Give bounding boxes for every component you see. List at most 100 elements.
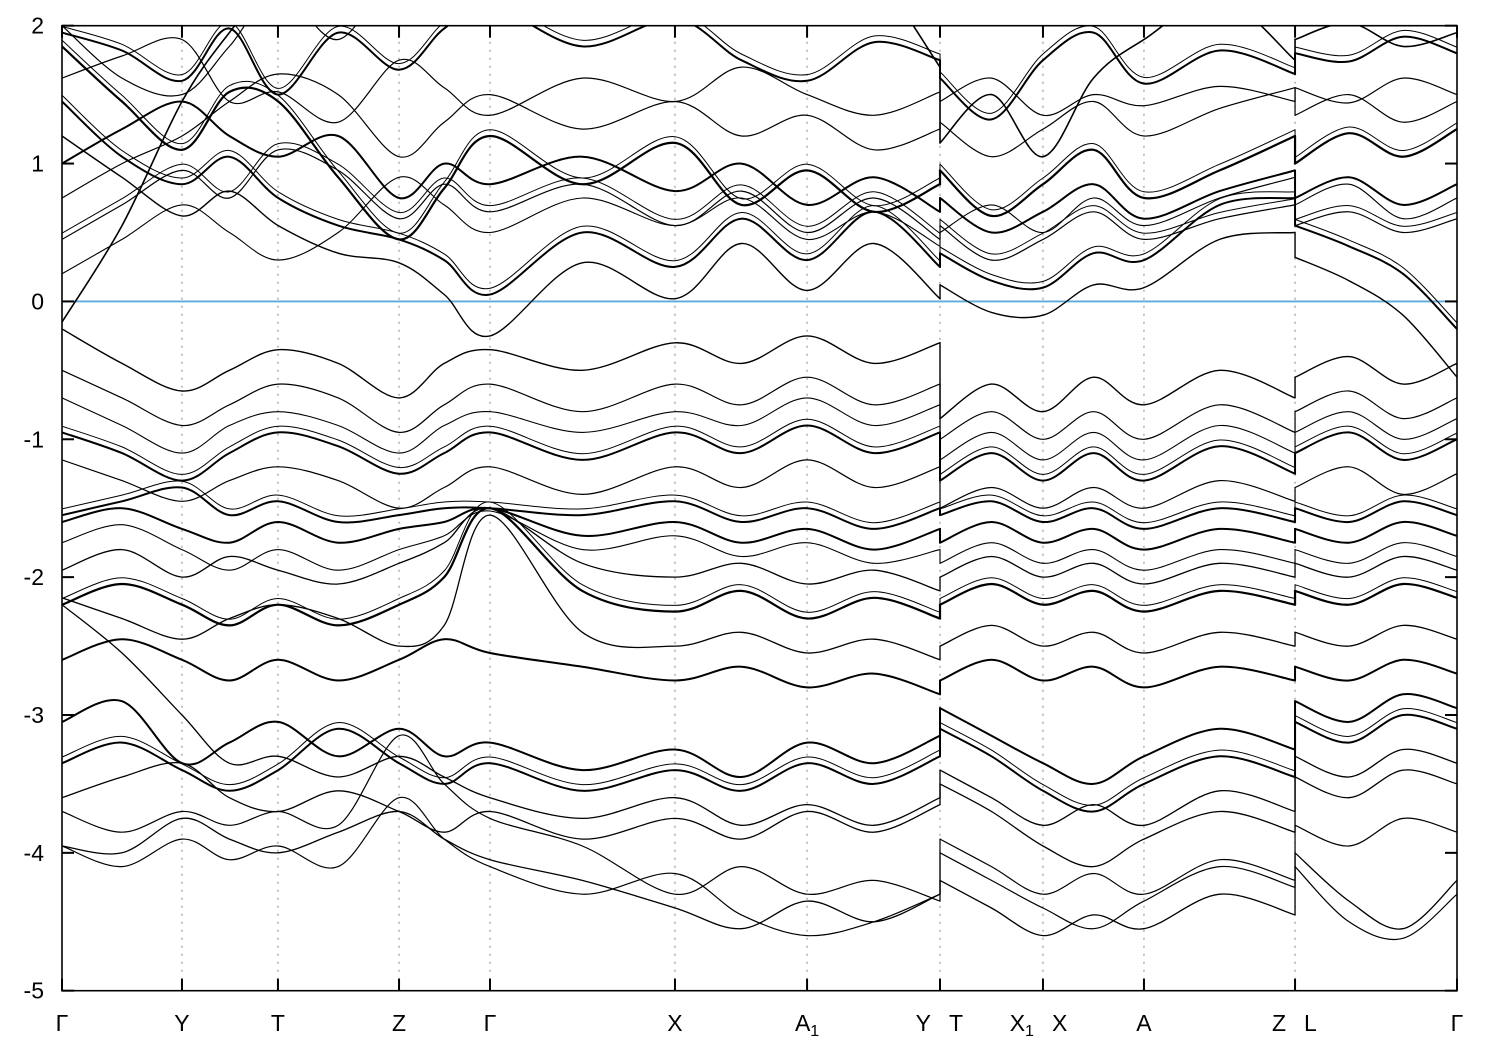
band-line xyxy=(62,734,941,902)
band-line xyxy=(1294,577,1457,600)
band-line xyxy=(1295,0,1457,12)
band-line xyxy=(939,783,1296,868)
band-line xyxy=(938,134,1297,218)
band-line xyxy=(62,135,941,337)
band-line xyxy=(1294,390,1457,420)
band-line xyxy=(1294,93,1457,123)
plot-border xyxy=(61,24,1458,992)
band-line xyxy=(939,169,1296,234)
band-line xyxy=(939,129,1296,211)
band-line xyxy=(939,500,1296,530)
band-line xyxy=(939,658,1296,689)
band-line xyxy=(62,638,941,696)
band-line xyxy=(62,486,941,530)
band-line xyxy=(1294,211,1457,234)
band-line xyxy=(939,727,1296,813)
band-line xyxy=(62,73,941,199)
band-line xyxy=(62,810,941,930)
band-line xyxy=(62,501,941,620)
band-line xyxy=(62,39,941,234)
band-line xyxy=(1294,748,1457,778)
band-line xyxy=(939,494,1296,524)
band-line xyxy=(62,698,941,779)
band-line xyxy=(62,100,941,296)
band-line xyxy=(62,25,941,96)
band-line xyxy=(1294,425,1457,455)
band-line xyxy=(1294,25,1457,48)
band-line xyxy=(1294,494,1457,517)
band-line xyxy=(62,424,941,482)
band-line xyxy=(1294,500,1457,524)
band-line xyxy=(62,100,941,213)
band-line xyxy=(1294,555,1457,578)
band-line xyxy=(62,459,941,509)
band-line xyxy=(62,796,941,937)
band-line xyxy=(1294,708,1457,737)
band-line xyxy=(1294,176,1457,206)
band-line xyxy=(1294,658,1457,682)
band-line xyxy=(939,879,1296,937)
band-line xyxy=(1294,205,1457,227)
y-tick-label: 1 xyxy=(31,151,44,177)
x-tick-label: X xyxy=(667,1010,682,1036)
band-line xyxy=(1294,431,1457,461)
band-line xyxy=(62,25,941,89)
band-line xyxy=(939,31,1296,121)
y-tick-label: 0 xyxy=(31,288,44,314)
band-line xyxy=(939,231,1296,319)
band-line xyxy=(940,0,1295,19)
band-line xyxy=(62,510,941,571)
band-line xyxy=(62,604,941,826)
bands-group xyxy=(62,0,1457,940)
band-line xyxy=(62,328,941,399)
band-line xyxy=(1294,466,1457,496)
band-line xyxy=(1294,817,1457,847)
band-line xyxy=(62,25,884,97)
y-tick-label: -1 xyxy=(24,426,44,452)
band-line xyxy=(62,25,941,323)
band-line xyxy=(62,506,941,551)
band-line xyxy=(939,424,1296,461)
band-line xyxy=(939,439,1296,475)
band-line xyxy=(939,176,1296,234)
band-line xyxy=(62,507,942,627)
band-line xyxy=(62,727,941,792)
band-line xyxy=(939,577,1296,606)
band-line xyxy=(939,25,1296,158)
band-line xyxy=(1294,77,1457,104)
band-line xyxy=(939,369,1296,420)
band-line xyxy=(1294,693,1457,723)
band-line xyxy=(62,148,941,240)
band-line xyxy=(1294,183,1457,220)
band-line xyxy=(62,397,941,454)
band-line xyxy=(1294,411,1457,440)
band-line xyxy=(939,404,1296,440)
x-tick-label: T xyxy=(949,1010,963,1036)
band-line xyxy=(939,198,1296,255)
band-line xyxy=(939,838,1296,895)
band-line xyxy=(1294,866,1457,940)
x-tick-label: A xyxy=(1136,1010,1152,1036)
band-line xyxy=(62,176,941,275)
band-line xyxy=(1293,582,1457,606)
band-line xyxy=(1294,122,1457,158)
band-line xyxy=(1294,355,1457,385)
band-line xyxy=(1294,769,1457,799)
y-tick-label: -5 xyxy=(24,978,44,1004)
band-line xyxy=(62,37,941,124)
x-tick-label: A1 xyxy=(795,1010,819,1040)
band-line xyxy=(939,204,1296,261)
x-tick-label: Y xyxy=(916,1010,931,1036)
band-line xyxy=(62,142,941,234)
band-line xyxy=(939,77,1296,116)
x-tick-label: T xyxy=(271,1010,285,1036)
band-line xyxy=(62,507,941,592)
band-line xyxy=(62,480,941,524)
band-line xyxy=(939,87,1296,158)
band-line xyxy=(1294,218,1457,324)
band-line xyxy=(62,722,941,786)
band-line xyxy=(1294,713,1457,744)
x-tick-label: Z xyxy=(1272,1010,1286,1036)
x-tick-label: Γ xyxy=(1451,1010,1464,1036)
